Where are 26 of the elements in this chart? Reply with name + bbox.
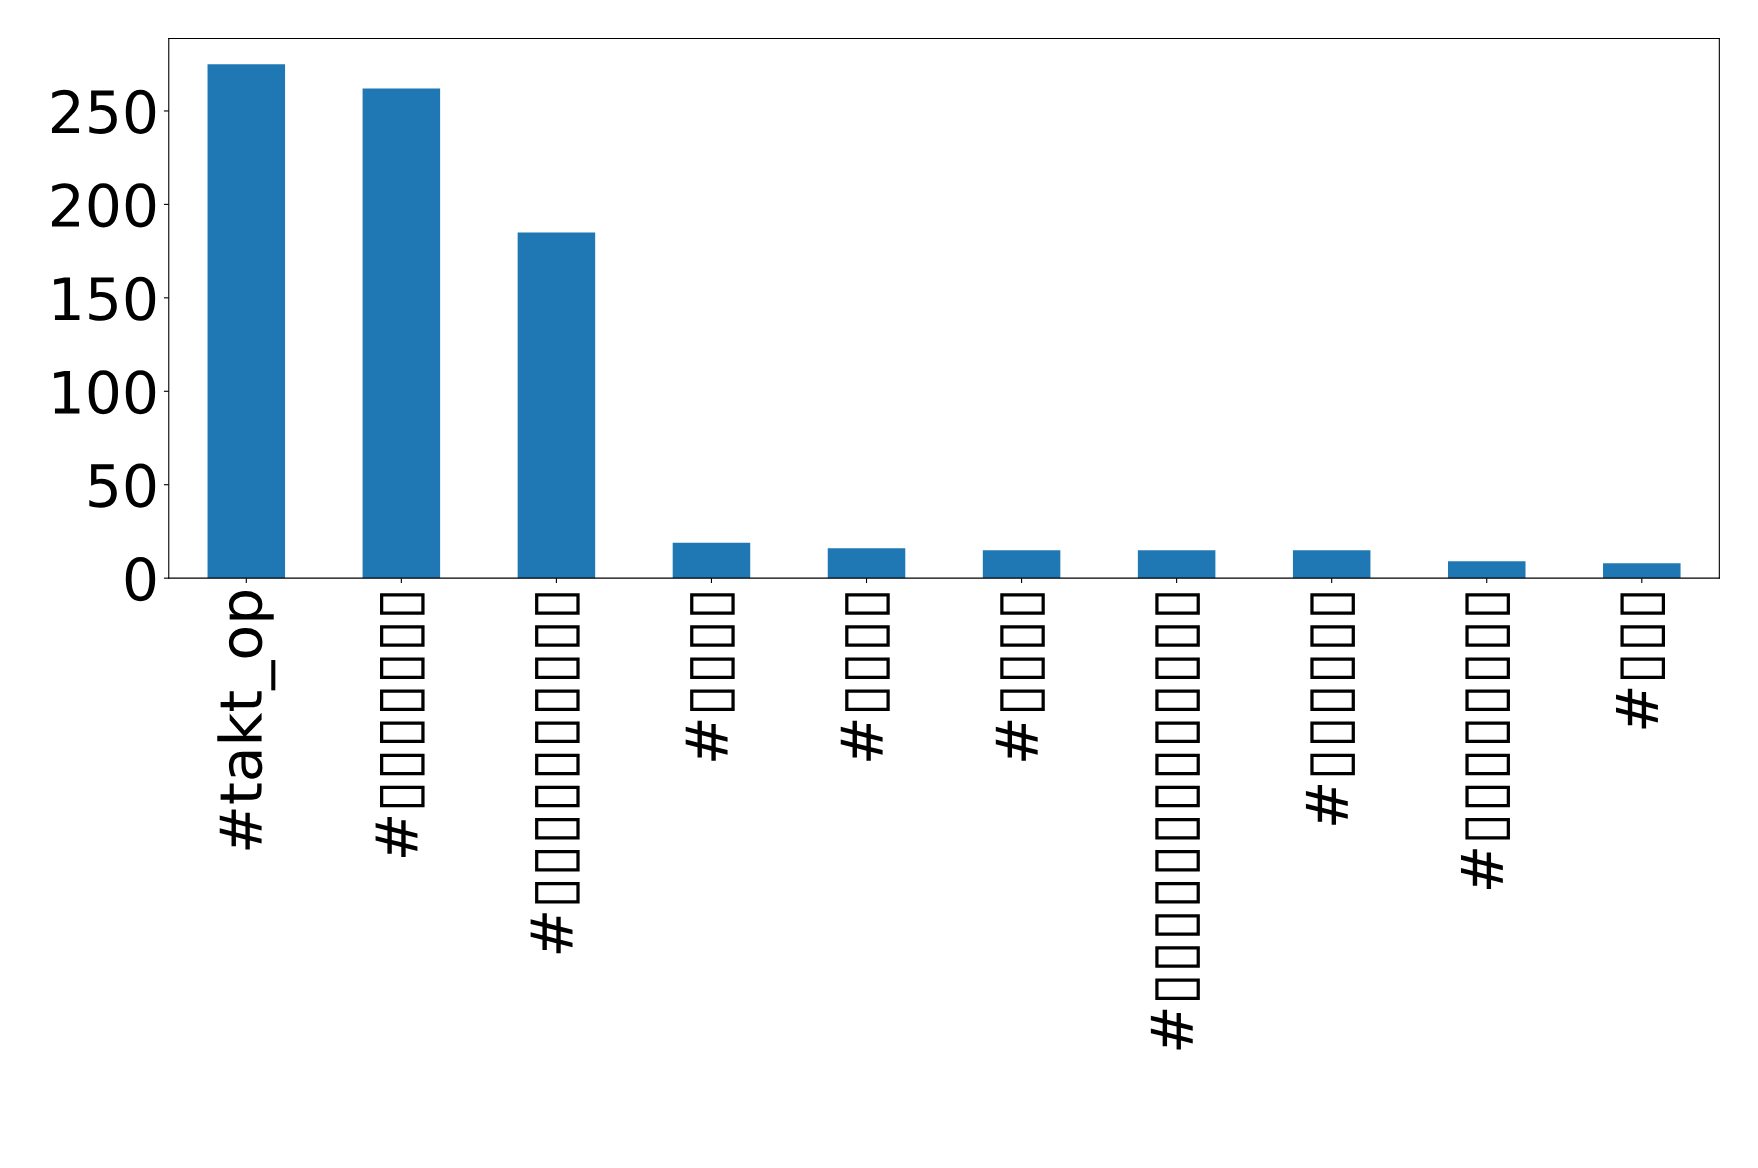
x-tick-label: #▯▯▯▯ <box>685 593 735 761</box>
x-tick-label: #takt_op <box>217 591 276 850</box>
bar <box>827 548 906 579</box>
y-tick-label: 100 <box>54 370 156 415</box>
bar <box>517 232 596 579</box>
y-tick-label: 50 <box>89 463 156 508</box>
x-tick-label: #▯▯▯▯▯▯ <box>1305 593 1355 825</box>
x-tick-label: #▯▯▯▯ <box>840 593 890 761</box>
bar <box>672 542 751 579</box>
x-tick-label: #▯▯▯▯▯▯▯▯ <box>1460 593 1510 890</box>
x-tick-label: #▯▯▯▯▯▯▯▯▯▯ <box>530 593 580 954</box>
x-tick-label: #▯▯▯▯ <box>995 593 1045 761</box>
y-tick-label: 250 <box>51 89 156 134</box>
bar <box>1603 563 1681 579</box>
y-tick-label: 0 <box>125 557 156 602</box>
bar <box>982 550 1061 579</box>
y-tick-label: 150 <box>54 276 156 321</box>
bar <box>207 64 286 579</box>
x-tick-label: #▯▯▯▯▯▯▯ <box>375 593 425 857</box>
bar <box>362 88 441 579</box>
y-tick-label: 200 <box>51 183 156 228</box>
bar <box>1447 561 1526 579</box>
x-tick-label: #▯▯▯ <box>1616 593 1666 729</box>
bar <box>1292 550 1371 579</box>
x-tick-label: #▯▯▯▯▯▯▯▯▯▯▯▯▯ <box>1150 593 1200 1050</box>
bar <box>1137 550 1216 579</box>
